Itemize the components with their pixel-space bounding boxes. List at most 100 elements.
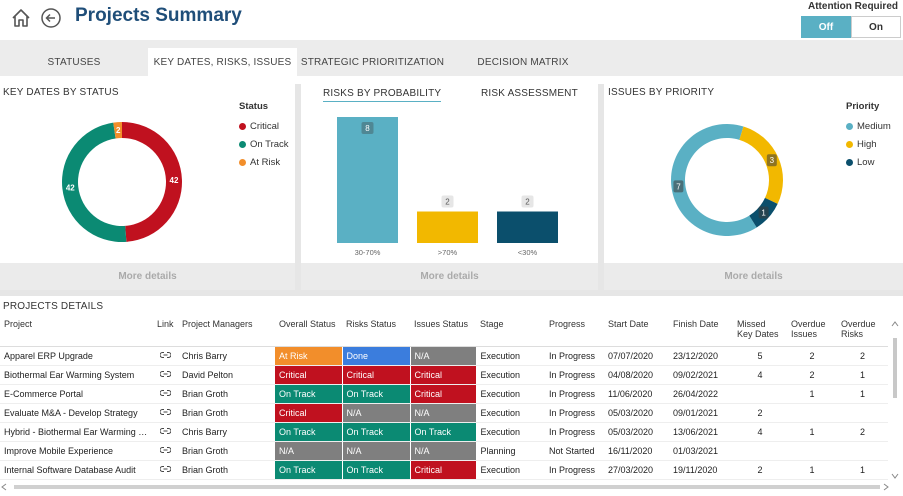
tab-decision-matrix[interactable]: DECISION MATRIX: [477, 56, 569, 68]
count-cell: 2: [837, 422, 888, 442]
home-icon[interactable]: [10, 7, 32, 29]
status-cell: Critical: [410, 384, 477, 404]
count-cell: 1: [837, 460, 888, 480]
tab-statuses[interactable]: STATUSES: [47, 56, 101, 68]
project-name-cell[interactable]: Internal Software Database Audit: [0, 460, 153, 480]
link-icon[interactable]: [153, 460, 178, 480]
status-cell: N/A: [410, 441, 477, 461]
status-cell: At Risk: [275, 346, 343, 366]
legend-item-low[interactable]: Low: [846, 153, 891, 171]
link-icon[interactable]: [153, 365, 178, 385]
legend-item-high[interactable]: High: [846, 135, 891, 153]
table-row[interactable]: Hybrid - Biothermal Ear Warming System Ch…: [0, 422, 888, 442]
donut-slice-medium[interactable]: [671, 124, 757, 236]
risks-panel: RISKS BY PROBABILITY RISK ASSESSMENT 8 30…: [301, 84, 598, 290]
bar-data-label: 8: [361, 122, 374, 134]
column-header[interactable]: Missed Key Dates: [733, 316, 787, 347]
column-header[interactable]: Progress: [545, 316, 604, 347]
svg-text:7: 7: [676, 182, 681, 191]
table-cell: 23/12/2020: [669, 346, 733, 366]
count-cell: [733, 384, 787, 404]
legend-item-at-risk[interactable]: At Risk: [239, 153, 289, 171]
table-row[interactable]: Internal Software Database Audit Brian Gr…: [0, 460, 888, 480]
column-header[interactable]: Link: [153, 316, 178, 347]
tab-key-dates-risks-issues[interactable]: KEY DATES, RISKS, ISSUES: [148, 48, 297, 76]
table-cell: Brian Groth: [178, 384, 275, 404]
donut-slice-at-risk[interactable]: [113, 122, 122, 139]
link-icon[interactable]: [153, 441, 178, 461]
key-dates-more-details[interactable]: More details: [0, 263, 295, 290]
column-header[interactable]: Issues Status: [410, 316, 476, 347]
issues-more-details[interactable]: More details: [604, 263, 903, 290]
key-dates-title: KEY DATES BY STATUS: [3, 87, 119, 98]
column-header[interactable]: Stage: [476, 316, 545, 347]
donut-slice-on-track[interactable]: [61, 122, 127, 242]
bar-2[interactable]: [417, 211, 478, 244]
legend-dot-icon: [239, 140, 246, 148]
attention-toggle-on[interactable]: On: [851, 16, 901, 38]
column-header[interactable]: Risks Status: [342, 316, 410, 347]
donut-data-label: 3: [766, 154, 777, 167]
table-cell: Execution: [476, 460, 545, 480]
issues-legend: Priority Medium High Low: [846, 101, 891, 171]
bar-1[interactable]: [337, 117, 398, 243]
bar-3[interactable]: [497, 211, 558, 244]
table-row[interactable]: Biothermal Ear Warming System David Pelto…: [0, 365, 888, 385]
vertical-scrollbar[interactable]: [890, 320, 900, 480]
count-cell: [837, 403, 888, 423]
status-cell: On Track: [342, 422, 411, 442]
project-name-cell[interactable]: E-Commerce Portal: [0, 384, 153, 404]
link-icon[interactable]: [153, 403, 178, 423]
svg-text:2: 2: [445, 198, 450, 207]
count-cell: [787, 403, 837, 423]
donut-data-label: 1: [758, 206, 769, 219]
tab-strategic-prioritization[interactable]: STRATEGIC PRIORITIZATION: [300, 56, 445, 68]
project-name-cell[interactable]: Evaluate M&A - Develop Strategy: [0, 403, 153, 423]
project-name-cell[interactable]: Hybrid - Biothermal Ear Warming System: [0, 422, 153, 442]
risks-more-details[interactable]: More details: [301, 263, 598, 290]
bar-category-label: >70%: [438, 248, 458, 257]
status-cell: On Track: [342, 460, 411, 480]
tab-bar: STATUSES KEY DATES, RISKS, ISSUES STRATE…: [0, 40, 903, 76]
donut-data-label: 42: [170, 176, 179, 185]
legend-item-critical[interactable]: Critical: [239, 117, 289, 135]
svg-text:2: 2: [525, 198, 530, 207]
count-cell: 2: [733, 460, 787, 480]
back-arrow-icon[interactable]: [40, 7, 62, 29]
project-name-cell[interactable]: Improve Mobile Experience: [0, 441, 153, 461]
donut-slice-critical[interactable]: [122, 122, 183, 242]
link-icon[interactable]: [153, 384, 178, 404]
tab-risk-assessment[interactable]: RISK ASSESSMENT: [481, 88, 578, 99]
table-cell: Execution: [476, 365, 545, 385]
table-row[interactable]: Improve Mobile Experience Brian Groth N/A N…: [0, 441, 888, 461]
table-row[interactable]: Evaluate M&A - Develop Strategy Brian Gro…: [0, 403, 888, 423]
project-name-cell[interactable]: Apparel ERP Upgrade: [0, 346, 153, 366]
project-name-cell[interactable]: Biothermal Ear Warming System: [0, 365, 153, 385]
donut-slice-high[interactable]: [739, 126, 783, 204]
tab-risks-by-probability[interactable]: RISKS BY PROBABILITY: [323, 88, 442, 102]
column-header[interactable]: Project Managers: [178, 316, 275, 347]
attention-toggle-off[interactable]: Off: [801, 16, 851, 38]
legend-item-on-track[interactable]: On Track: [239, 135, 289, 153]
column-header[interactable]: Start Date: [604, 316, 669, 347]
link-icon[interactable]: [153, 422, 178, 442]
status-cell: Done: [342, 346, 411, 366]
count-cell: 1: [787, 422, 837, 442]
link-icon[interactable]: [153, 346, 178, 366]
legend-dot-icon: [239, 122, 246, 130]
column-header[interactable]: Overdue Issues: [787, 316, 837, 347]
table-row[interactable]: E-Commerce Portal Brian Groth On Track On T…: [0, 384, 888, 404]
count-cell: [787, 441, 837, 461]
column-header[interactable]: Overdue Risks: [837, 316, 888, 347]
column-header[interactable]: Overall Status: [275, 316, 342, 347]
donut-data-label: 7: [673, 180, 684, 193]
column-header[interactable]: Project: [0, 316, 153, 347]
legend-item-medium[interactable]: Medium: [846, 117, 891, 135]
count-cell: 1: [787, 384, 837, 404]
issues-donut-chart: 7 3 1: [671, 124, 783, 236]
horizontal-scrollbar[interactable]: [0, 482, 890, 492]
legend-title: Priority: [846, 101, 880, 112]
column-header[interactable]: Finish Date: [669, 316, 733, 347]
table-cell: 26/04/2022: [669, 384, 733, 404]
table-row[interactable]: Apparel ERP Upgrade Chris Barry At Risk Don…: [0, 346, 888, 366]
